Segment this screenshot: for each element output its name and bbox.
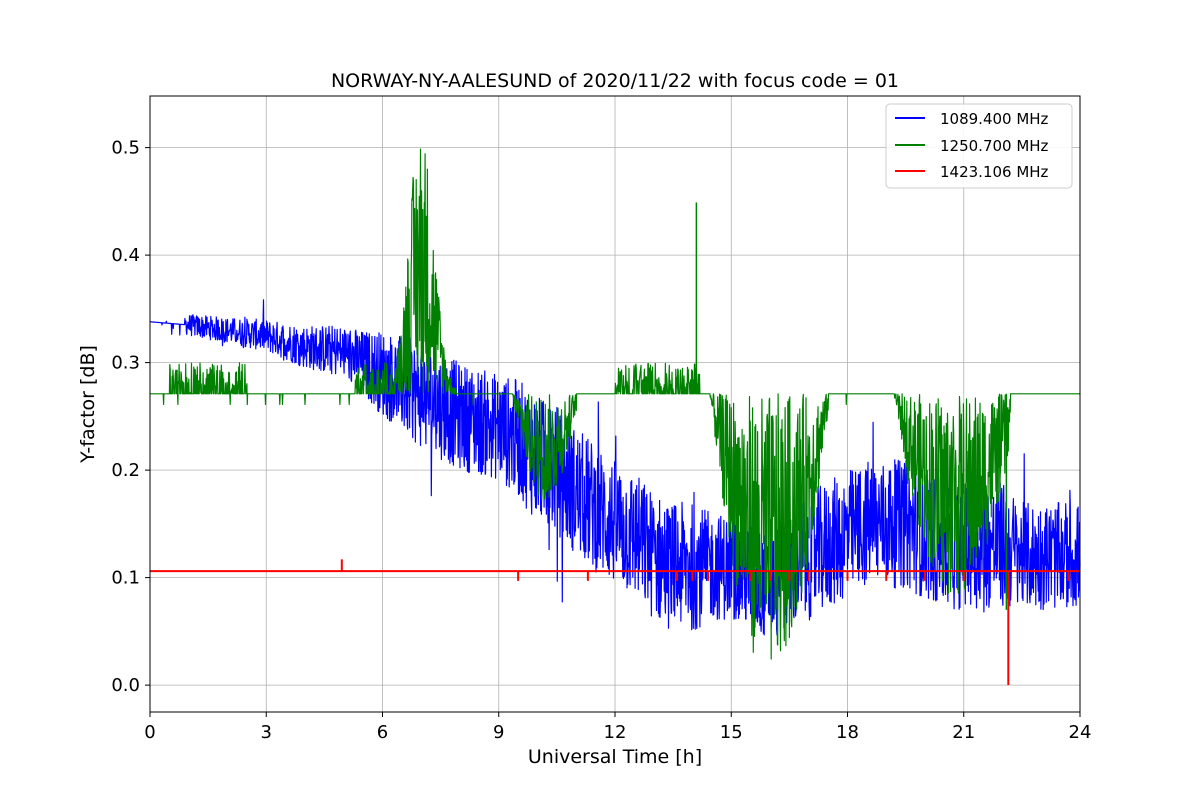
plot-series — [149, 148, 1081, 686]
series-1089 — [149, 299, 1081, 636]
y-tick-label: 0.3 — [111, 353, 140, 374]
series-1250-line — [149, 148, 1081, 660]
legend-label-1250: 1250.700 MHz — [940, 137, 1049, 155]
x-tick-label: 6 — [377, 722, 388, 743]
y-tick-label: 0.0 — [111, 675, 140, 696]
x-tick-label: 3 — [261, 722, 272, 743]
x-tick-label: 15 — [720, 722, 743, 743]
y-tick-label: 0.1 — [111, 568, 140, 589]
y-tick-label: 0.4 — [111, 245, 140, 266]
series-1250 — [149, 148, 1081, 660]
ticks: 0 3 6 9 12 15 18 21 24 0.0 0.1 0.2 0.3 0.4 0.5 — [111, 138, 1091, 743]
x-tick-label: 24 — [1069, 722, 1092, 743]
legend-box — [885, 103, 1073, 189]
y-tick-label: 0.5 — [111, 138, 140, 159]
y-tick-label: 0.2 — [111, 460, 140, 481]
x-tick-label: 0 — [144, 722, 155, 743]
x-tick-label: 9 — [493, 722, 504, 743]
x-tick-label: 18 — [836, 722, 859, 743]
chart-title: NORWAY-NY-AALESUND of 2020/11/22 with fo… — [331, 70, 899, 92]
legend: 1089.400 MHz 1250.700 MHz 1423.106 MHz — [885, 103, 1073, 189]
x-tick-label: 21 — [952, 722, 975, 743]
x-tick-label: 12 — [604, 722, 627, 743]
legend-label-1423: 1423.106 MHz — [940, 163, 1049, 181]
series-1089-line — [149, 299, 1081, 636]
legend-label-1089: 1089.400 MHz — [940, 110, 1049, 128]
y-axis-label: Y-factor [dB] — [77, 345, 99, 464]
series-1423 — [150, 559, 1080, 686]
x-axis-label: Universal Time [h] — [528, 746, 702, 768]
